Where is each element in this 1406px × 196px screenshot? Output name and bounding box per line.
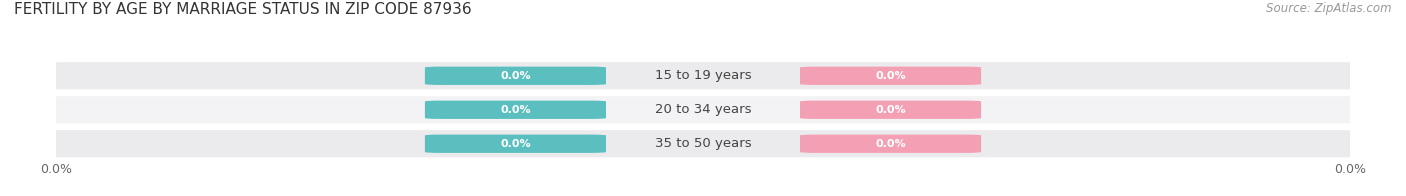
Text: 0.0%: 0.0% [501,139,530,149]
FancyBboxPatch shape [37,130,1369,157]
Text: Source: ZipAtlas.com: Source: ZipAtlas.com [1267,2,1392,15]
FancyBboxPatch shape [425,135,606,153]
FancyBboxPatch shape [425,67,606,85]
FancyBboxPatch shape [37,96,1369,123]
Text: 0.0%: 0.0% [876,139,905,149]
FancyBboxPatch shape [800,135,981,153]
Text: 0.0%: 0.0% [501,105,530,115]
FancyBboxPatch shape [425,101,606,119]
Text: 20 to 34 years: 20 to 34 years [655,103,751,116]
FancyBboxPatch shape [800,67,981,85]
Text: 15 to 19 years: 15 to 19 years [655,69,751,82]
Text: 35 to 50 years: 35 to 50 years [655,137,751,150]
Text: FERTILITY BY AGE BY MARRIAGE STATUS IN ZIP CODE 87936: FERTILITY BY AGE BY MARRIAGE STATUS IN Z… [14,2,471,17]
FancyBboxPatch shape [37,62,1369,89]
Text: 0.0%: 0.0% [876,71,905,81]
FancyBboxPatch shape [800,101,981,119]
Text: 0.0%: 0.0% [501,71,530,81]
Text: 0.0%: 0.0% [876,105,905,115]
